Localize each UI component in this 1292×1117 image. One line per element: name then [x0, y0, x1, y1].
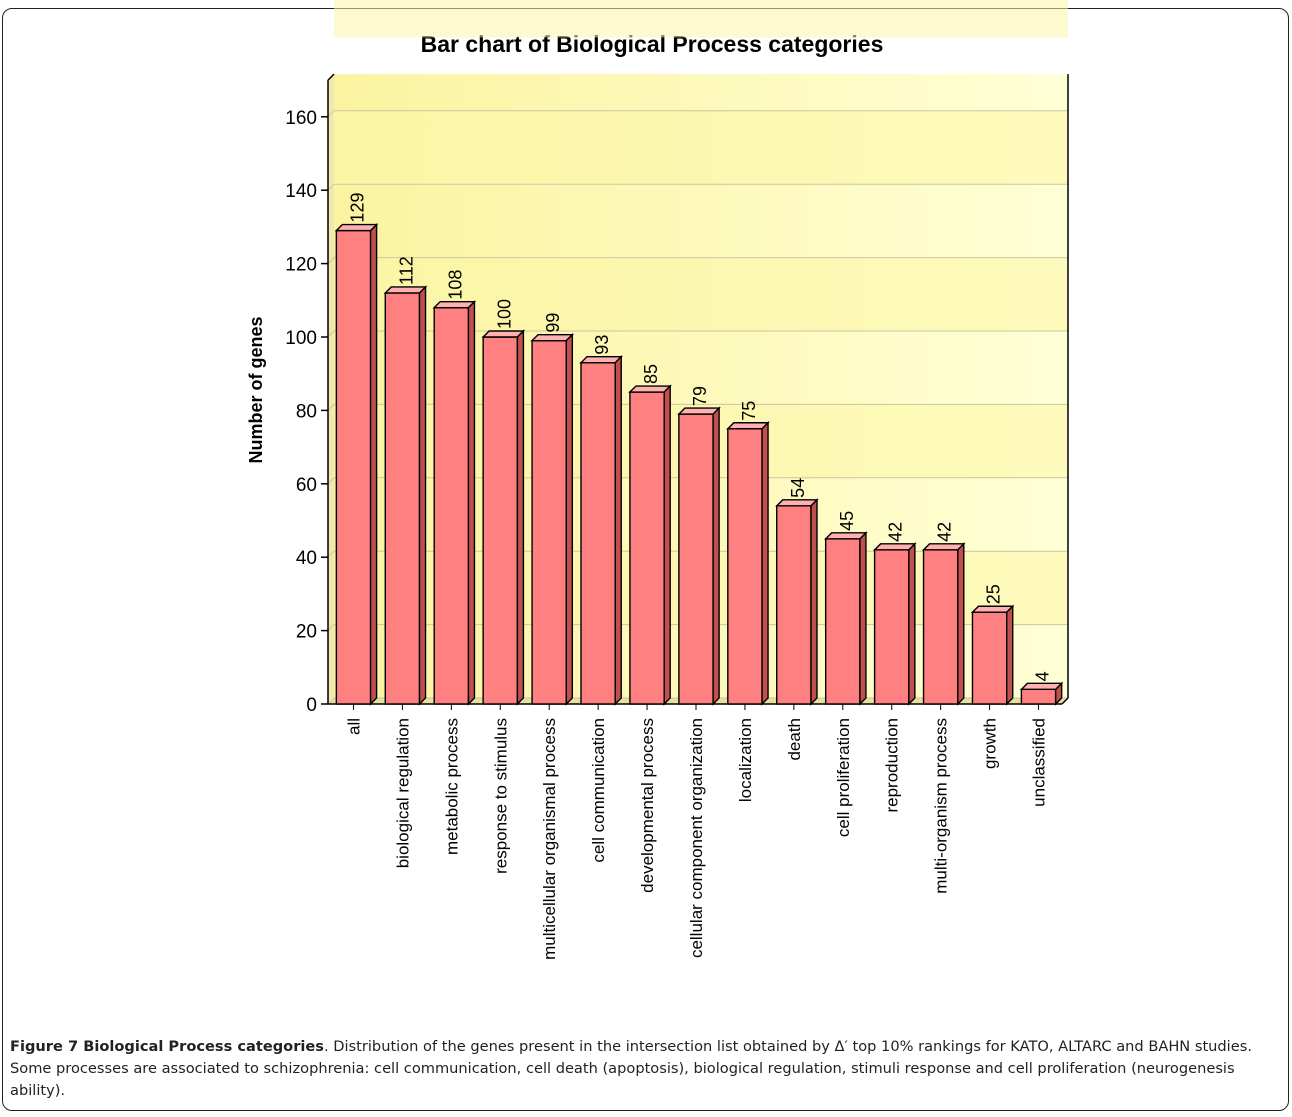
- x-tick-label: growth: [981, 718, 1000, 769]
- x-tick-label: response to stimulus: [491, 718, 510, 874]
- bar-side: [467, 299, 476, 706]
- bar-front: [824, 538, 861, 705]
- value-label: 108: [445, 270, 465, 300]
- bar-side: [810, 498, 818, 706]
- bar-front: [433, 306, 470, 705]
- x-tick-label: localization: [736, 718, 755, 802]
- bar-front: [335, 229, 372, 705]
- value-labels: 129 112 108 100 99 93 85 79 75 54 45 42 42 25 4: [347, 193, 1052, 682]
- bar-multi-organism-process: [921, 542, 966, 706]
- x-tick-label: multicellular organismal process: [540, 718, 559, 960]
- x-tick-label: cell proliferation: [834, 718, 853, 837]
- bar-side: [859, 531, 867, 706]
- x-tick-label: unclassified: [1030, 718, 1049, 807]
- bar-side: [1054, 681, 1063, 706]
- bar-side: [663, 384, 671, 706]
- caption-label: Figure 7 Biological Process categories: [10, 1038, 324, 1055]
- y-tick-label: 120: [285, 255, 317, 276]
- y-tick-label: 160: [285, 108, 317, 129]
- bar-death: [775, 498, 819, 706]
- x-tick-label: death: [785, 718, 804, 761]
- bar-side: [369, 222, 378, 706]
- y-tick-label: 80: [296, 401, 317, 422]
- bar-side: [614, 355, 622, 706]
- bar-side: [908, 542, 916, 706]
- bar-front: [580, 361, 616, 705]
- bar-growth: [970, 604, 1015, 706]
- bar-chart: Bar chart of Biological Process categori…: [246, 0, 1069, 960]
- value-label: 129: [347, 193, 367, 223]
- value-label: 4: [1033, 671, 1053, 681]
- y-tick-label: 100: [285, 328, 317, 349]
- bar-front: [1020, 688, 1057, 705]
- bars: [334, 222, 1064, 706]
- bar-cell-proliferation: [823, 531, 868, 706]
- value-label: 45: [837, 511, 857, 531]
- x-tick-label: cell communication: [589, 718, 608, 863]
- value-label: 54: [788, 478, 808, 498]
- value-label: 99: [543, 313, 563, 333]
- x-tick-label: reproduction: [883, 718, 902, 813]
- y-tick-label: 140: [285, 181, 317, 202]
- value-label: 79: [690, 386, 710, 406]
- bar-side: [712, 406, 720, 706]
- value-label: 93: [592, 335, 612, 355]
- bar-front: [873, 549, 910, 705]
- bar-cellular-component-organization: [677, 406, 721, 706]
- bar-side: [418, 285, 427, 706]
- bar-multicellular-organismal-process: [530, 332, 575, 706]
- bar-front: [727, 428, 763, 705]
- bar-front: [531, 339, 568, 705]
- bar-side: [516, 329, 525, 706]
- value-label: 112: [396, 256, 416, 285]
- bar-localization: [726, 421, 770, 706]
- bar-developmental-process: [628, 384, 672, 706]
- bar-all: [334, 222, 379, 706]
- y-axis-label: Number of genes: [246, 316, 266, 463]
- x-tick-label: developmental process: [638, 718, 657, 893]
- y-tick-label: 20: [296, 622, 317, 643]
- bar-side: [957, 542, 965, 706]
- bar-front: [384, 292, 421, 705]
- bar-front: [776, 505, 812, 705]
- value-label: 42: [935, 522, 955, 542]
- bar-front: [482, 336, 519, 705]
- x-tick-label: metabolic process: [442, 718, 461, 855]
- figure-caption: Figure 7 Biological Process categories. …: [10, 1036, 1280, 1102]
- value-label: 100: [494, 299, 514, 329]
- bar-front: [922, 549, 959, 705]
- bar-front: [629, 391, 665, 705]
- caption-text: . Distribution of the genes present in t…: [10, 1038, 1252, 1099]
- y-tick-label: 60: [296, 475, 317, 496]
- value-label: 75: [739, 401, 759, 421]
- x-tick-label: all: [344, 718, 363, 735]
- value-label: 42: [886, 522, 906, 542]
- x-tick-label: multi-organism process: [932, 718, 951, 894]
- value-label: 85: [641, 364, 661, 384]
- bar-metabolic-process: [432, 299, 477, 706]
- y-tick-label: 40: [296, 548, 317, 569]
- value-label: 25: [984, 584, 1004, 604]
- bar-biological-regulation: [383, 285, 428, 706]
- y-axis-ticks: 0 20 40 60 80 100 120 140 160: [285, 108, 328, 716]
- bar-front: [971, 611, 1008, 705]
- x-tick-label: cellular component organization: [687, 718, 706, 958]
- x-axis-labels: all biological regulation metabolic proces…: [344, 704, 1049, 960]
- bar-reproduction: [872, 542, 917, 706]
- y-tick-label: 0: [306, 695, 317, 716]
- bar-cell-communication: [579, 355, 623, 706]
- bar-response-to-stimulus: [481, 329, 526, 706]
- bar-front: [678, 413, 714, 705]
- x-tick-label: biological regulation: [393, 718, 412, 868]
- bar-side: [761, 421, 769, 706]
- bar-unclassified: [1019, 681, 1064, 706]
- bar-side: [565, 332, 574, 706]
- bar-side: [1006, 604, 1014, 706]
